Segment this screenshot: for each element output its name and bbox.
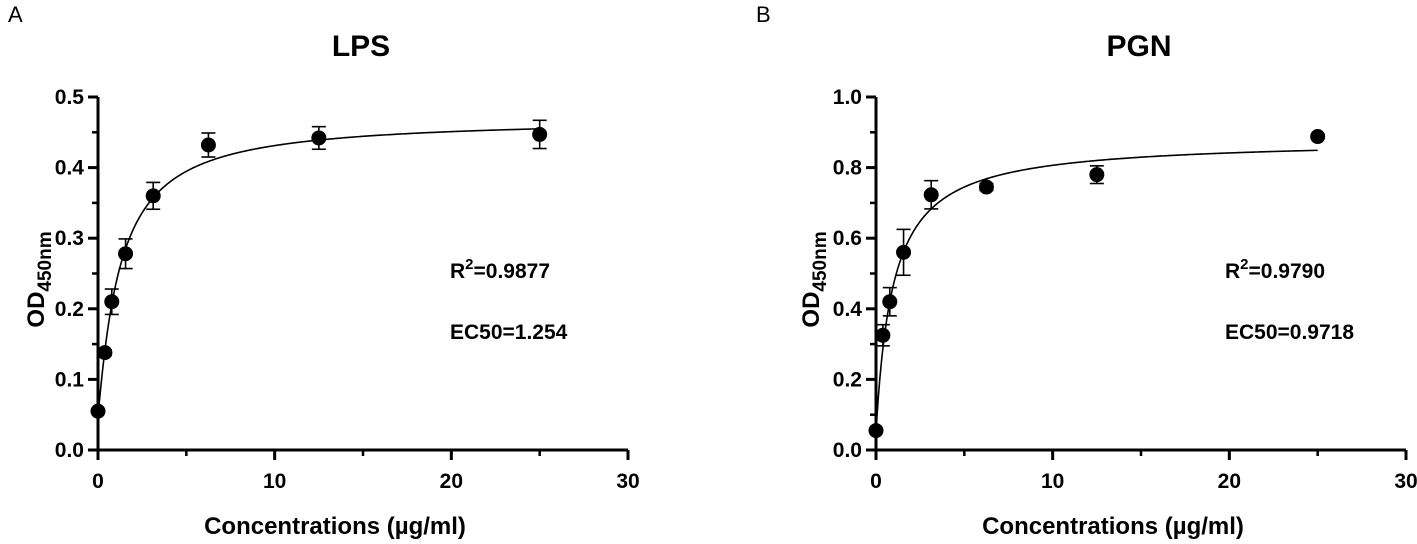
y-tick-label: 0.3 (55, 227, 84, 250)
ec50-annotation: EC50=1.254 (450, 321, 568, 344)
x-tick-label: 30 (616, 470, 639, 493)
data-point (868, 423, 884, 439)
x-tick-label: 0 (870, 470, 882, 493)
panel-b: B PGN 0.0 0.2 0.4 0.6 0.8 1.0 0 10 20 30 Concentrat… (700, 0, 1417, 544)
y-tick-label: 0.1 (55, 368, 85, 391)
data-point (882, 294, 898, 310)
y-tick-label: 0.2 (55, 298, 84, 321)
r-squared-prefix: R (1225, 260, 1240, 283)
panel-letter: B (756, 2, 771, 27)
y-tick-label: 0.5 (55, 86, 85, 109)
r-squared-superscript: 2 (465, 256, 473, 273)
data-point (875, 327, 891, 343)
panel-a: A LPS 0.0 0.1 0.2 0.3 0.4 0.5 0 10 20 30 Concentrat… (0, 0, 700, 544)
y-axis-label-subscript: 450nm (35, 231, 56, 291)
x-axis-label: Concentrations (µg/ml) (982, 513, 1244, 540)
y-axis-label-main: OD (798, 292, 825, 328)
data-point (978, 179, 994, 195)
y-tick-label: 0.0 (55, 439, 84, 462)
y-axis-label-main: OD (23, 292, 50, 328)
y-tick-label: 0.2 (833, 368, 862, 391)
r-squared-annotation: R2=0.9877 (450, 256, 550, 283)
chart-title: PGN (1106, 30, 1171, 63)
r-squared-value: =0.9790 (1249, 260, 1326, 283)
data-point (104, 294, 120, 310)
fit-curve (875, 149, 1318, 433)
data-point (896, 244, 912, 260)
y-tick-label: 0.4 (833, 298, 863, 321)
data-point (200, 137, 216, 153)
y-axis-label: OD450nm (23, 231, 56, 327)
r-squared-annotation: R2=0.9790 (1225, 256, 1325, 283)
y-axis-label-subscript: 450nm (810, 231, 831, 291)
data-point (532, 126, 548, 142)
y-axis-label: OD450nm (798, 231, 831, 327)
fit-curve (97, 128, 540, 415)
r-squared-value: =0.9877 (474, 260, 551, 283)
r-squared-prefix: R (450, 260, 465, 283)
data-point (97, 345, 113, 361)
x-tick-label: 20 (440, 470, 463, 493)
y-tick-label: 0.6 (833, 227, 862, 250)
x-tick-label: 20 (1218, 470, 1241, 493)
y-tick-label: 0.8 (833, 157, 863, 180)
y-tick-label: 1.0 (833, 86, 862, 109)
data-point (311, 130, 327, 146)
x-tick-label: 10 (1041, 470, 1064, 493)
data-point (145, 188, 161, 204)
chart-title: LPS (332, 30, 390, 63)
lps-chart: LPS 0.0 0.1 0.2 0.3 0.4 0.5 0 10 20 30 Concentratio… (23, 30, 640, 540)
data-point (1310, 129, 1326, 145)
x-tick-label: 0 (92, 470, 104, 493)
x-axis-label: Concentrations (µg/ml) (204, 513, 466, 540)
ec50-annotation: EC50=0.9718 (1225, 321, 1354, 344)
x-tick-label: 10 (263, 470, 286, 493)
data-point (118, 246, 134, 262)
y-tick-label: 0.0 (833, 439, 862, 462)
data-point (923, 187, 939, 203)
data-point (90, 403, 106, 419)
pgn-chart: PGN 0.0 0.2 0.4 0.6 0.8 1.0 0 10 20 30 Concentratio… (798, 30, 1417, 540)
panel-letter: A (8, 2, 23, 27)
y-tick-label: 0.4 (55, 157, 85, 180)
data-point (1089, 167, 1105, 183)
x-tick-label: 30 (1394, 470, 1417, 493)
r-squared-superscript: 2 (1240, 256, 1248, 273)
